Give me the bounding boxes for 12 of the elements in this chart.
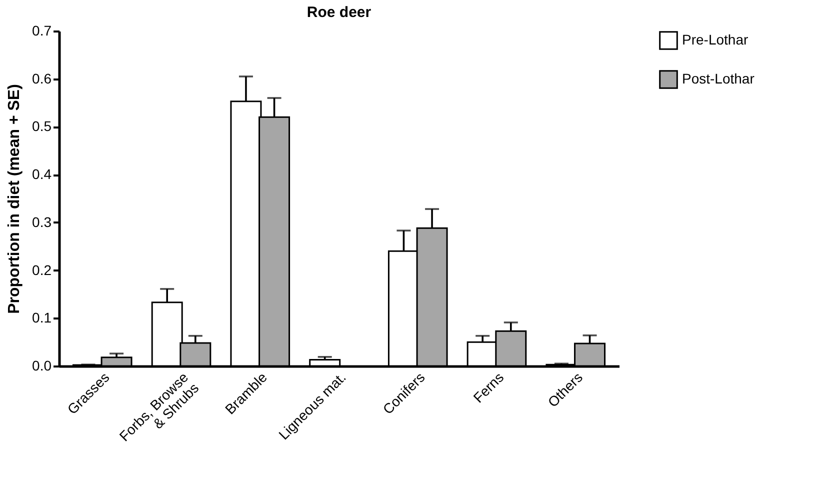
y-tick-label: 0.4	[32, 166, 52, 182]
y-tick-label: 0.1	[32, 310, 52, 326]
y-tick-label: 0.6	[32, 70, 52, 86]
y-tick-label: 0.3	[32, 214, 52, 230]
y-tick-label: 0.7	[32, 22, 52, 38]
chart-title: Roe deer	[306, 4, 372, 21]
legend-label: Pre-Lothar	[682, 32, 748, 48]
y-tick-label: 0.5	[32, 118, 52, 134]
y-tick-label: 0.0	[32, 358, 52, 374]
legend-label: Post-Lothar	[682, 70, 755, 86]
y-tick-label: 0.2	[32, 262, 52, 278]
y-axis-title: Proportion in diet (mean + SE)	[6, 84, 24, 314]
